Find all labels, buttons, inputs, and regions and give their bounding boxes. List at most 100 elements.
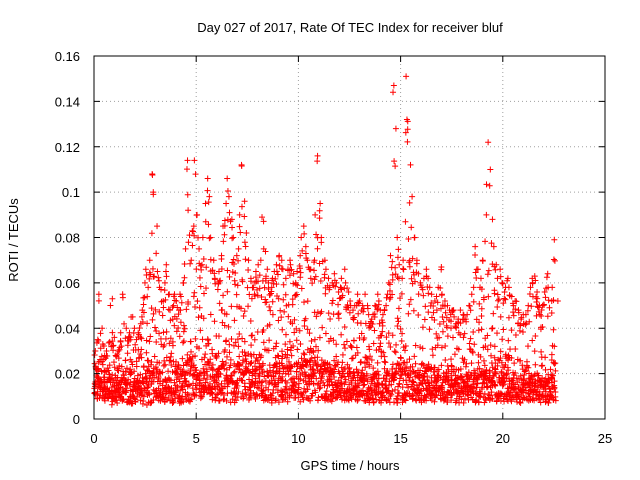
data-point xyxy=(431,398,438,405)
data-point xyxy=(399,275,406,282)
data-point xyxy=(429,346,436,353)
data-point xyxy=(153,250,160,257)
data-point xyxy=(422,303,429,310)
data-point xyxy=(215,268,222,275)
data-point xyxy=(448,363,455,370)
data-point xyxy=(544,270,551,277)
data-point xyxy=(408,224,415,231)
data-point xyxy=(339,385,346,392)
data-point xyxy=(392,386,399,393)
data-point xyxy=(237,305,244,312)
data-point xyxy=(300,396,307,403)
data-point xyxy=(475,399,482,406)
data-point xyxy=(329,297,336,304)
data-point xyxy=(461,330,468,337)
data-point xyxy=(116,362,123,369)
data-point xyxy=(348,355,355,362)
y-tick-label: 0.14 xyxy=(55,94,80,109)
data-point xyxy=(222,359,229,366)
data-point xyxy=(534,288,541,295)
data-point xyxy=(423,266,430,273)
data-point xyxy=(115,347,122,354)
data-point xyxy=(361,334,368,341)
data-point xyxy=(196,377,203,384)
data-point xyxy=(543,274,550,281)
data-point xyxy=(406,259,413,266)
data-point xyxy=(290,382,297,389)
data-point xyxy=(311,259,318,266)
data-point xyxy=(220,292,227,299)
data-point xyxy=(224,383,231,390)
data-point xyxy=(403,390,410,397)
data-point xyxy=(525,364,532,371)
data-point xyxy=(321,257,328,264)
data-point xyxy=(251,291,258,298)
data-point xyxy=(428,390,435,397)
data-point xyxy=(382,359,389,366)
data-point xyxy=(332,362,339,369)
data-point xyxy=(347,342,354,349)
data-point xyxy=(354,369,361,376)
data-point xyxy=(137,334,144,341)
data-point xyxy=(341,266,348,273)
data-point xyxy=(237,229,244,236)
data-point xyxy=(348,344,355,351)
data-point xyxy=(307,397,314,404)
data-point xyxy=(162,384,169,391)
data-point xyxy=(111,334,118,341)
data-point xyxy=(99,361,106,368)
data-point xyxy=(394,254,401,261)
data-point xyxy=(247,317,254,324)
data-point xyxy=(180,280,187,287)
data-point xyxy=(550,326,557,333)
data-point xyxy=(397,326,404,333)
data-point xyxy=(248,381,255,388)
data-point xyxy=(129,361,136,368)
data-point xyxy=(502,296,509,303)
data-point xyxy=(297,340,304,347)
data-point xyxy=(396,389,403,396)
data-point xyxy=(491,290,498,297)
data-point xyxy=(403,381,410,388)
data-point xyxy=(494,304,501,311)
data-point xyxy=(229,378,236,385)
data-point xyxy=(291,378,298,385)
data-point xyxy=(326,286,333,293)
x-tick-label: 25 xyxy=(598,431,612,446)
data-point xyxy=(342,379,349,386)
data-point xyxy=(188,257,195,264)
data-point xyxy=(132,341,139,348)
data-point xyxy=(322,266,329,273)
data-point xyxy=(538,307,545,314)
data-point xyxy=(338,380,345,387)
data-point xyxy=(294,282,301,289)
data-point xyxy=(150,191,157,198)
data-point xyxy=(245,266,252,273)
data-point xyxy=(470,328,477,335)
data-point xyxy=(180,338,187,345)
data-point xyxy=(478,305,485,312)
data-point xyxy=(230,342,237,349)
data-point xyxy=(120,396,127,403)
data-point xyxy=(272,275,279,282)
data-point xyxy=(229,235,236,242)
data-point xyxy=(472,243,479,250)
data-point xyxy=(91,389,98,396)
data-point xyxy=(118,363,125,370)
data-point xyxy=(167,357,174,364)
data-point xyxy=(522,321,529,328)
data-point xyxy=(282,383,289,390)
data-point xyxy=(522,311,529,318)
data-point xyxy=(218,380,225,387)
data-point xyxy=(386,281,393,288)
data-point xyxy=(433,382,440,389)
data-point xyxy=(95,365,102,372)
data-point xyxy=(181,261,188,268)
data-point xyxy=(369,321,376,328)
data-point xyxy=(309,280,316,287)
data-point xyxy=(552,388,559,395)
data-point xyxy=(105,339,112,346)
data-point xyxy=(224,353,231,360)
data-point xyxy=(531,273,538,280)
data-point xyxy=(179,393,186,400)
